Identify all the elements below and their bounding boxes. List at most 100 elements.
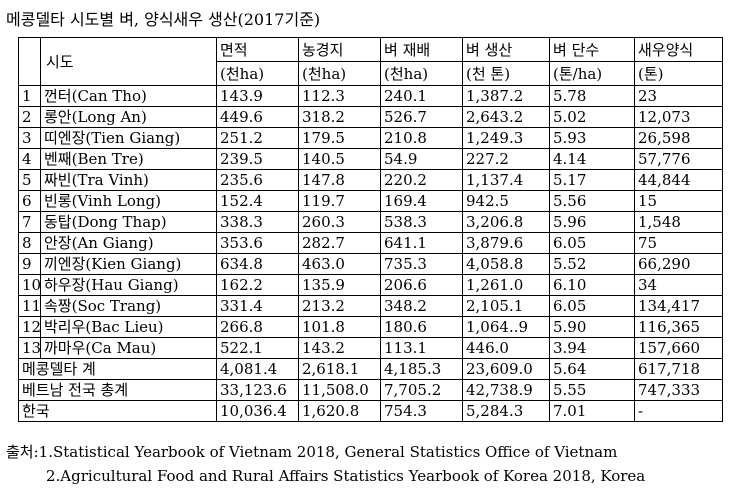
- cell-rice-prod: 5,284.3: [462, 400, 550, 422]
- cell-shrimp: 23: [634, 85, 723, 107]
- cell-rice-prod: 1,064..9: [462, 316, 550, 338]
- cell-farmland: 11,508.0: [298, 379, 381, 401]
- cell-rice-prod: 3,879.6: [462, 232, 550, 254]
- row-number: 6: [18, 190, 41, 212]
- cell-rice-prod: 23,609.0: [462, 358, 550, 380]
- cell-area: 235.6: [216, 169, 299, 191]
- total-row: 메콩델타 계 4,081.4 2,618.1 4,185.3 23,609.0 5.64 6…: [18, 358, 723, 380]
- total-row: 한국 10,036.4 1,620.8 754.3 5,284.3 7.01-: [18, 400, 723, 422]
- cell-shrimp: 75: [634, 232, 723, 254]
- cell-rice-area: 754.3: [380, 400, 463, 422]
- province-name: 빈롱(Vinh Long): [40, 190, 217, 212]
- cell-shrimp: 15: [634, 190, 723, 212]
- row-number: 12: [18, 316, 41, 338]
- cell-yield: 5.02: [549, 106, 635, 128]
- cell-farmland: 2,618.1: [298, 358, 381, 380]
- cell-area: 152.4: [216, 190, 299, 212]
- cell-rice-area: 7,705.2: [380, 379, 463, 401]
- header-area-unit: (천ha): [216, 61, 299, 86]
- header-row-2: (천ha) (천ha) (천ha) (천 톤) (톤/ha) (톤): [19, 61, 723, 86]
- cell-area: 338.3: [216, 211, 299, 233]
- cell-yield: 5.17: [549, 169, 635, 191]
- cell-shrimp: 747,333: [634, 379, 723, 401]
- cell-shrimp: 134,417: [634, 295, 723, 317]
- cell-yield: 5.52: [549, 253, 635, 275]
- cell-area: 353.6: [216, 232, 299, 254]
- cell-rice-area: 538.3: [380, 211, 463, 233]
- cell-yield: 5.78: [549, 85, 635, 107]
- table-row: 12 박리우(Bac Lieu) 266.8 101.8 180.6 1,064..9 5.…: [18, 316, 723, 338]
- table-row: 13 까마우(Ca Mau) 522.1 143.2 113.1 446.0 3.94 157…: [18, 337, 723, 359]
- cell-yield: 5.64: [549, 358, 635, 380]
- cell-rice-prod: 2,643.2: [462, 106, 550, 128]
- table-row: 10 하우장(Hau Giang) 162.2 135.9 206.6 1,261.0 6.…: [18, 274, 723, 296]
- cell-rice-prod: 2,105.1: [462, 295, 550, 317]
- table-row: 7 동탑(Dong Thap) 338.3 260.3 538.3 3,206.8 5.96…: [18, 211, 723, 233]
- cell-shrimp: 116,365: [634, 316, 723, 338]
- cell-area: 634.8: [216, 253, 299, 275]
- cell-area: 522.1: [216, 337, 299, 359]
- cell-yield: 6.10: [549, 274, 635, 296]
- cell-shrimp: -: [634, 400, 723, 422]
- table-row: 6 빈롱(Vinh Long) 152.4 119.7 169.4 942.5 5.56 15: [18, 190, 723, 212]
- cell-yield: 5.56: [549, 190, 635, 212]
- cell-area: 4,081.4: [216, 358, 299, 380]
- row-number: 11: [18, 295, 41, 317]
- cell-shrimp: 26,598: [634, 127, 723, 149]
- header-rice-area: 벼 재배: [380, 37, 463, 62]
- source-line-1: 출처:1.Statistical Yearbook of Vietnam 201…: [6, 443, 618, 461]
- cell-shrimp: 12,073: [634, 106, 723, 128]
- cell-shrimp: 617,718: [634, 358, 723, 380]
- cell-shrimp: 1,548: [634, 211, 723, 233]
- row-number: 8: [18, 232, 41, 254]
- cell-farmland: 260.3: [298, 211, 381, 233]
- cell-farmland: 282.7: [298, 232, 381, 254]
- province-name: 속짱(Soc Trang): [40, 295, 217, 317]
- cell-rice-area: 169.4: [380, 190, 463, 212]
- header-sido: 시도: [40, 37, 217, 86]
- province-name: 띠엔장(Tien Giang): [40, 127, 217, 149]
- cell-rice-area: 4,185.3: [380, 358, 463, 380]
- cell-area: 449.6: [216, 106, 299, 128]
- total-label: 메콩델타 계: [18, 358, 217, 380]
- header-num-cell: [18, 37, 41, 86]
- table-row: 1 껀터(Can Tho) 143.9 112.3 240.1 1,387.2 5.78 23: [18, 85, 723, 107]
- header-rice-prod: 벼 생산: [462, 37, 550, 62]
- production-table: 시도 면적 농경지 벼 재배 벼 생산 벼 단수 새우양식 (천ha) (천ha…: [18, 37, 723, 422]
- table-row: 4 벤째(Ben Tre) 239.5 140.5 54.9 227.2 4.14 57,77…: [18, 148, 723, 170]
- table-row: 5 짜빈(Tra Vinh) 235.6 147.8 220.2 1,137.4 5.17 4…: [18, 169, 723, 191]
- table-row: 2 롱안(Long An) 449.6 318.2 526.7 2,643.2 5.02 12…: [18, 106, 723, 128]
- header-shrimp: 새우양식: [634, 37, 723, 62]
- cell-farmland: 112.3: [298, 85, 381, 107]
- row-number: 4: [18, 148, 41, 170]
- cell-rice-area: 113.1: [380, 337, 463, 359]
- cell-yield: 3.94: [549, 337, 635, 359]
- cell-rice-area: 641.1: [380, 232, 463, 254]
- cell-rice-prod: 1,261.0: [462, 274, 550, 296]
- province-name: 끼엔장(Kien Giang): [40, 253, 217, 275]
- cell-farmland: 463.0: [298, 253, 381, 275]
- table-row: 9 끼엔장(Kien Giang) 634.8 463.0 735.3 4,058.8 5.…: [18, 253, 723, 275]
- cell-farmland: 213.2: [298, 295, 381, 317]
- cell-yield: 5.55: [549, 379, 635, 401]
- cell-area: 143.9: [216, 85, 299, 107]
- cell-yield: 6.05: [549, 232, 635, 254]
- cell-yield: 5.90: [549, 316, 635, 338]
- cell-rice-prod: 227.2: [462, 148, 550, 170]
- cell-rice-area: 210.8: [380, 127, 463, 149]
- cell-shrimp: 57,776: [634, 148, 723, 170]
- document-title: 메콩델타 시도별 벼, 양식새우 생산(2017기준): [6, 10, 321, 29]
- row-number: 13: [18, 337, 41, 359]
- province-name: 안장(An Giang): [40, 232, 217, 254]
- province-name: 벤째(Ben Tre): [40, 148, 217, 170]
- province-name: 박리우(Bac Lieu): [40, 316, 217, 338]
- source-note: 출처:1.Statistical Yearbook of Vietnam 201…: [6, 440, 645, 488]
- total-label: 한국: [18, 400, 217, 422]
- cell-area: 162.2: [216, 274, 299, 296]
- province-name: 까마우(Ca Mau): [40, 337, 217, 359]
- row-number: 5: [18, 169, 41, 191]
- cell-farmland: 179.5: [298, 127, 381, 149]
- province-name: 짜빈(Tra Vinh): [40, 169, 217, 191]
- table-row: 3 띠엔장(Tien Giang) 251.2 179.5 210.8 1,249.3 5.…: [18, 127, 723, 149]
- table-row: 11 속짱(Soc Trang) 331.4 213.2 348.2 2,105.1 6.0…: [18, 295, 723, 317]
